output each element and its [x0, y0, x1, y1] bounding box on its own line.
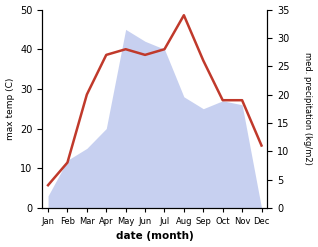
Y-axis label: med. precipitation (kg/m2): med. precipitation (kg/m2) [303, 52, 313, 165]
Y-axis label: max temp (C): max temp (C) [5, 78, 15, 140]
X-axis label: date (month): date (month) [116, 231, 194, 242]
